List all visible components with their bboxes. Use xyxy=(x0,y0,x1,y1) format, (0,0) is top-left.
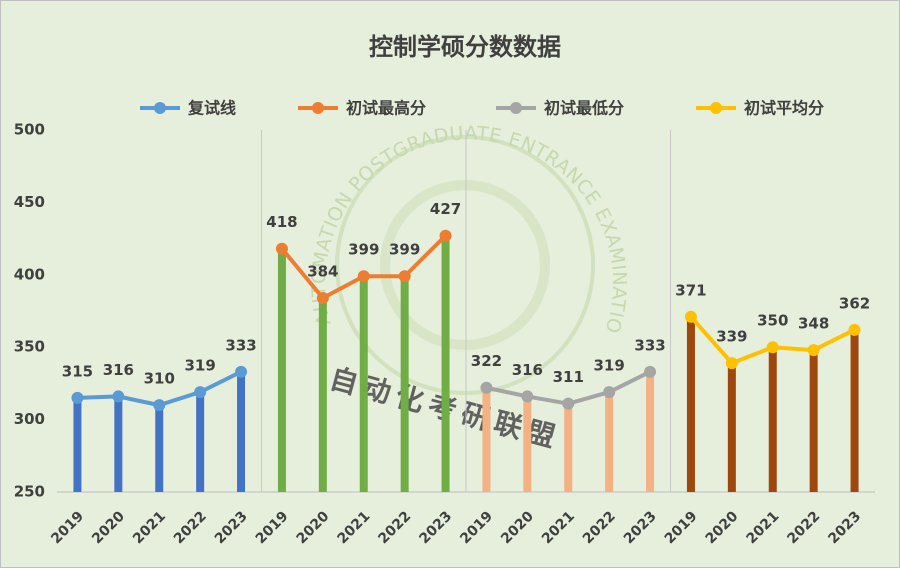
data-label: 333 xyxy=(225,336,256,354)
bar xyxy=(809,350,818,492)
bar xyxy=(114,396,123,492)
data-label: 418 xyxy=(266,213,297,231)
data-label: 371 xyxy=(675,281,706,299)
bar xyxy=(359,276,368,492)
chart-title: 控制学硕分数数据 xyxy=(369,33,561,61)
bar xyxy=(727,363,736,492)
data-label: 399 xyxy=(348,241,379,259)
watermark-ring xyxy=(335,135,595,395)
point xyxy=(480,381,493,394)
data-label: 362 xyxy=(839,294,870,312)
legend-marker xyxy=(710,102,722,114)
bar xyxy=(318,297,327,492)
data-label: 319 xyxy=(184,357,215,375)
point xyxy=(71,391,84,404)
point xyxy=(439,229,452,242)
y-tick-label: 350 xyxy=(14,338,45,356)
legend-label: 初试最高分 xyxy=(346,99,426,118)
bar xyxy=(155,405,164,492)
bar xyxy=(564,403,573,492)
data-label: 384 xyxy=(307,262,338,280)
point xyxy=(562,397,575,410)
data-label: 316 xyxy=(512,361,543,379)
data-label: 333 xyxy=(634,336,665,354)
bar xyxy=(482,387,491,492)
legend-label: 初试最低分 xyxy=(544,99,624,118)
data-label: 310 xyxy=(144,370,175,388)
point xyxy=(521,390,534,403)
bar xyxy=(523,396,532,492)
bar xyxy=(768,347,777,492)
data-label: 339 xyxy=(716,328,747,346)
bar xyxy=(277,248,286,492)
bar xyxy=(646,371,655,492)
y-tick-label: 400 xyxy=(14,265,45,283)
point xyxy=(725,357,738,370)
data-label: 427 xyxy=(430,200,461,218)
point xyxy=(194,386,207,399)
data-label: 311 xyxy=(553,368,584,386)
data-label: 350 xyxy=(757,312,788,330)
point xyxy=(275,242,288,255)
legend-label: 初试平均分 xyxy=(744,99,824,118)
point xyxy=(153,399,166,412)
data-label: 319 xyxy=(593,357,624,375)
bar xyxy=(441,235,450,493)
legend-marker xyxy=(154,102,166,114)
y-tick-label: 250 xyxy=(14,483,45,501)
point xyxy=(848,323,861,336)
bar xyxy=(196,392,205,492)
point xyxy=(766,341,779,354)
point xyxy=(316,291,329,304)
point xyxy=(398,270,411,283)
y-tick-label: 500 xyxy=(14,121,45,139)
bar xyxy=(686,316,695,492)
data-label: 316 xyxy=(103,361,134,379)
data-label: 348 xyxy=(798,315,829,333)
point xyxy=(644,365,657,378)
point xyxy=(235,365,248,378)
bar xyxy=(237,371,246,492)
point xyxy=(807,344,820,357)
y-tick-label: 450 xyxy=(14,193,45,211)
legend-marker xyxy=(312,102,324,114)
legend-marker xyxy=(510,102,522,114)
legend-label: 复试线 xyxy=(187,99,236,118)
data-label: 322 xyxy=(471,352,502,370)
point xyxy=(684,310,697,323)
bar xyxy=(73,397,82,492)
bar xyxy=(605,392,614,492)
bar xyxy=(400,276,409,492)
y-tick-label: 300 xyxy=(14,410,45,428)
watermark-ring xyxy=(380,180,550,350)
bar xyxy=(850,329,859,492)
data-label: 399 xyxy=(389,241,420,259)
point xyxy=(357,270,370,283)
point xyxy=(112,390,125,403)
data-label: 315 xyxy=(62,362,93,380)
point xyxy=(603,386,616,399)
